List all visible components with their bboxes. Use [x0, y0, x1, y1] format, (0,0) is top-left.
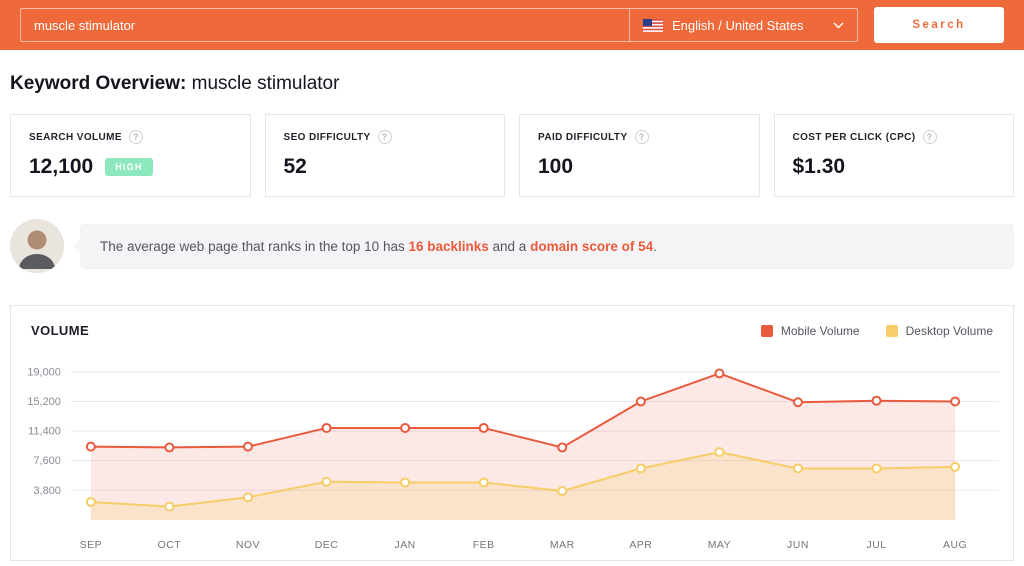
help-icon[interactable]: ? [922, 130, 937, 144]
keyword-search-input[interactable] [21, 9, 629, 41]
help-icon[interactable]: ? [128, 130, 143, 144]
volume-high-badge: HIGH [105, 158, 153, 176]
search-button[interactable]: Search [874, 7, 1004, 43]
chart-legend: Mobile Volume Desktop Volume [760, 323, 993, 338]
help-icon[interactable]: ? [634, 130, 649, 144]
svg-text:19,000: 19,000 [27, 366, 61, 378]
svg-text:FEB: FEB [473, 540, 495, 551]
desktop-volume-swatch [885, 324, 898, 337]
paid-difficulty-label: PAID DIFFICULTY [538, 131, 628, 143]
backlinks-link[interactable]: 16 backlinks [408, 238, 489, 254]
domain-score-link[interactable]: domain score of 54 [530, 238, 654, 254]
mobile-volume-swatch [760, 324, 773, 337]
svg-text:SEP: SEP [80, 540, 102, 551]
search-volume-label: SEARCH VOLUME [29, 131, 122, 143]
seo-difficulty-value: 52 [283, 155, 307, 178]
mobile-volume-label: Mobile Volume [780, 323, 860, 338]
insight-banner: The average web page that ranks in the t… [10, 219, 1014, 273]
svg-text:3,800: 3,800 [33, 485, 60, 497]
top-search-bar: English / United States Search [0, 0, 1024, 50]
desktop-volume-label: Desktop Volume [905, 323, 993, 338]
insight-text: The average web page that ranks in the t… [73, 223, 1014, 269]
legend-desktop-volume[interactable]: Desktop Volume [885, 323, 993, 338]
svg-text:JAN: JAN [394, 540, 415, 551]
search-volume-card: SEARCH VOLUME ? 12,100 HIGH [10, 114, 251, 197]
advisor-avatar [10, 219, 64, 273]
svg-text:MAR: MAR [550, 540, 575, 551]
volume-chart-card: VOLUME Mobile Volume Desktop Volume 19,0… [10, 305, 1014, 561]
volume-chart[interactable]: 19,000 15,200 11,400 7,600 3,800 SEP OCT NOV DEC… [11, 350, 1013, 560]
language-label: English / United States [672, 17, 804, 33]
cpc-value: $1.30 [792, 155, 846, 178]
main-content: Keyword Overview: muscle stimulator SEAR… [0, 73, 1024, 561]
metric-cards-row: SEARCH VOLUME ? 12,100 HIGH SEO DIFFICUL… [10, 114, 1014, 197]
language-selector[interactable]: English / United States [629, 9, 857, 41]
seo-difficulty-label: SEO DIFFICULTY [283, 131, 371, 143]
page-title: Keyword Overview: muscle stimulator [10, 73, 1014, 95]
svg-text:APR: APR [629, 540, 652, 551]
cpc-card: COST PER CLICK (CPC) ? $1.30 [773, 114, 1014, 197]
svg-text:OCT: OCT [158, 540, 182, 551]
svg-text:11,400: 11,400 [28, 426, 61, 438]
svg-text:15,200: 15,200 [27, 396, 61, 408]
svg-text:MAY: MAY [708, 540, 731, 551]
search-volume-value: 12,100 [29, 155, 94, 178]
svg-text:7,600: 7,600 [33, 455, 60, 467]
svg-text:AUG: AUG [943, 540, 967, 551]
us-flag-icon [643, 18, 663, 32]
svg-text:NOV: NOV [236, 540, 260, 551]
svg-text:JUN: JUN [787, 540, 809, 551]
help-icon[interactable]: ? [377, 130, 392, 144]
page-title-prefix: Keyword Overview: [10, 73, 187, 94]
page-title-keyword: muscle stimulator [186, 73, 340, 94]
paid-difficulty-value: 100 [538, 155, 574, 178]
svg-text:DEC: DEC [315, 540, 339, 551]
seo-difficulty-card: SEO DIFFICULTY ? 52 [264, 114, 505, 197]
paid-difficulty-card: PAID DIFFICULTY ? 100 [519, 114, 760, 197]
svg-text:JUL: JUL [866, 540, 886, 551]
chart-title: VOLUME [31, 323, 90, 338]
insight-text-part: and a [488, 238, 531, 254]
chevron-down-icon [833, 22, 844, 29]
cpc-label: COST PER CLICK (CPC) [792, 131, 916, 143]
keyword-search-bar: English / United States [20, 8, 858, 42]
insight-text-part: . [653, 238, 657, 254]
legend-mobile-volume[interactable]: Mobile Volume [760, 323, 860, 338]
insight-text-part: The average web page that ranks in the t… [100, 238, 409, 254]
